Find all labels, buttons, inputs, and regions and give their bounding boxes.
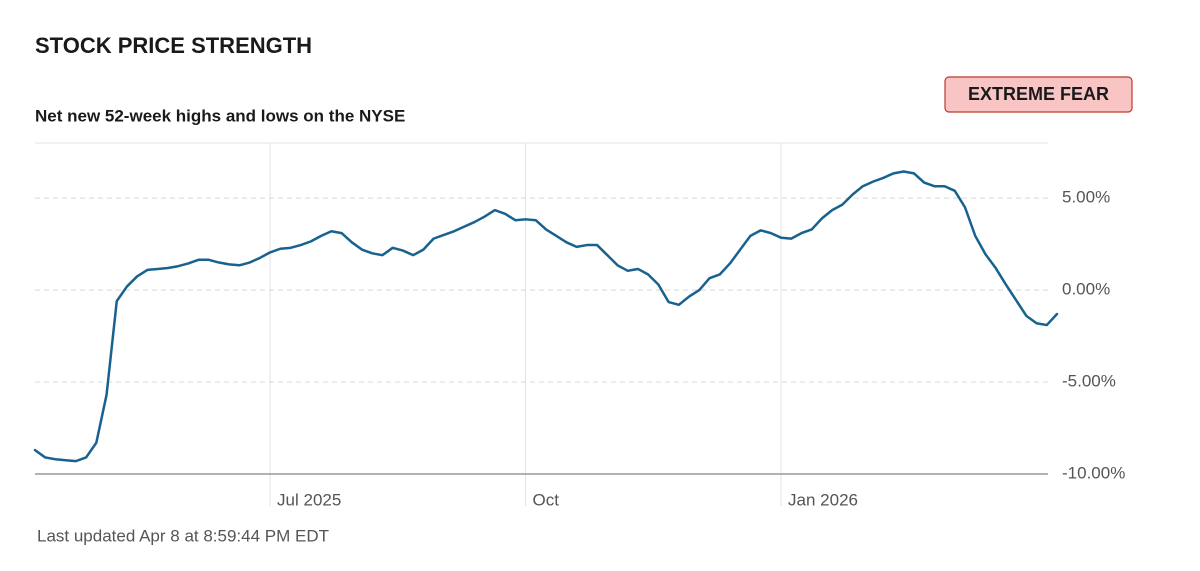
x-tick-label: Jul 2025 [277,490,341,509]
chart-subtitle: Net new 52-week highs and lows on the NY… [35,106,405,125]
y-tick-label: -10.00% [1062,463,1125,482]
rating-label: EXTREME FEAR [968,84,1109,104]
rating-badge [944,76,1133,113]
x-tick-label: Jan 2026 [788,490,858,509]
y-tick-label: 0.00% [1062,280,1110,299]
y-tick-label: -5.00% [1062,372,1116,391]
x-tick-label: Oct [533,490,560,509]
chart-title: STOCK PRICE STRENGTH [35,33,312,58]
data-line [33,170,1059,463]
footnote: Last updated Apr 8 at 8:59:44 PM EDT [37,526,329,545]
y-tick-label: 5.00% [1062,188,1110,207]
